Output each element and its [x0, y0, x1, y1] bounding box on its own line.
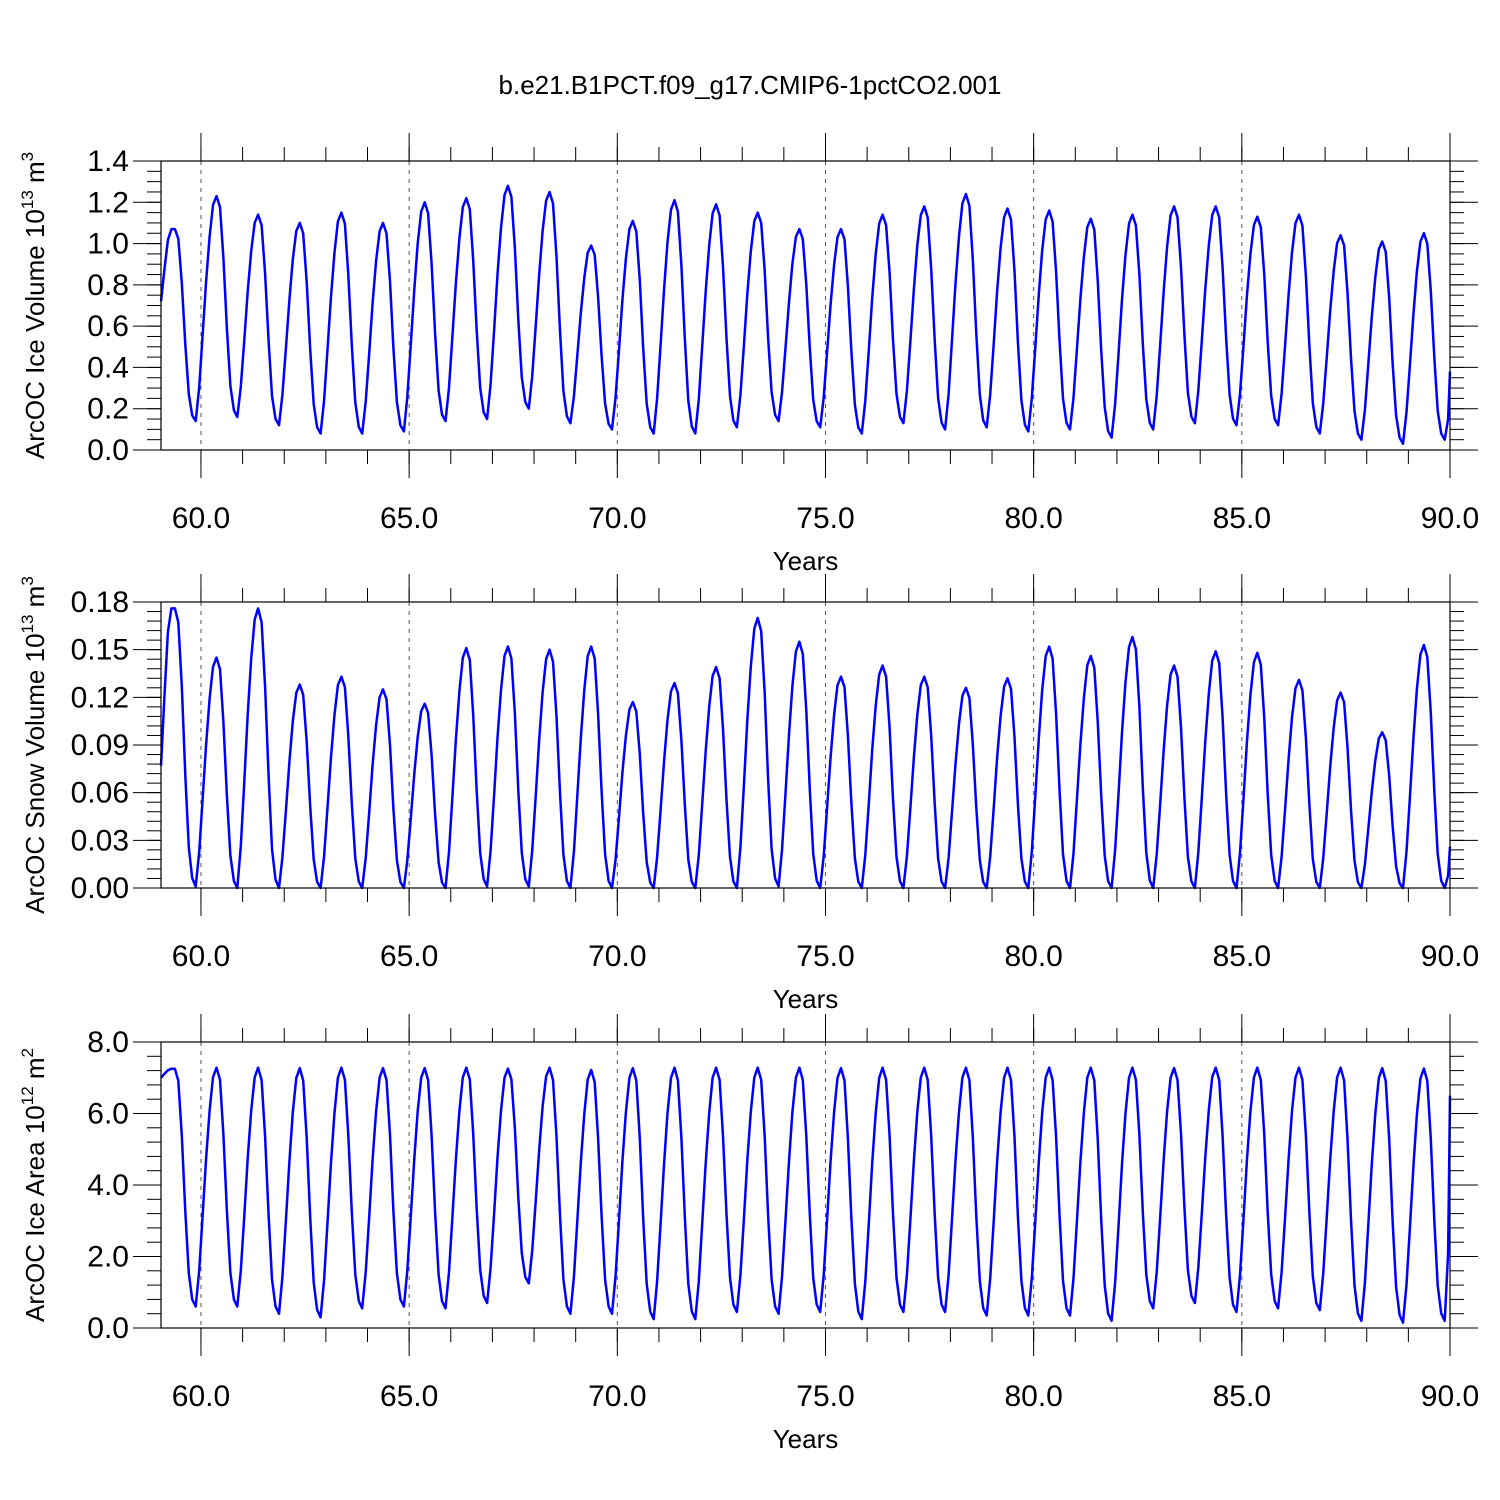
y-tick-label: 0.06 — [71, 777, 129, 810]
x-tick-label: 90.0 — [1421, 502, 1479, 535]
y-tick-label: 0.00 — [71, 872, 129, 905]
y-axis-label: ArcOC Ice Area 1012 m2 — [18, 1048, 50, 1322]
figure-title: b.e21.B1PCT.f09_g17.CMIP6-1pctCO2.001 — [499, 70, 1002, 100]
y-tick-label: 0.0 — [87, 1312, 129, 1345]
x-tick-label: 65.0 — [380, 502, 438, 535]
x-tick-label: 75.0 — [796, 502, 854, 535]
x-tick-label: 80.0 — [1004, 1380, 1062, 1413]
y-tick-label: 0.03 — [71, 824, 129, 857]
x-tick-label: 65.0 — [380, 940, 438, 973]
series-line — [159, 607, 1452, 890]
x-tick-label: 85.0 — [1213, 940, 1271, 973]
y-tick-label: 0.18 — [71, 586, 129, 619]
y-tick-label: 0.4 — [87, 351, 129, 384]
x-tick-label: 80.0 — [1004, 502, 1062, 535]
x-tick-label: 90.0 — [1421, 940, 1479, 973]
y-tick-label: 1.0 — [87, 228, 129, 261]
y-tick-label: 0.0 — [87, 434, 129, 467]
y-axis-label: ArcOC Ice Volume 1013 m3 — [18, 152, 50, 459]
y-tick-label: 0.2 — [87, 393, 129, 426]
panel-1: 0.0 0.2 0.4 0.6 0.8 1.0 1.2 1.4 60.0 65.0 70.0 75.0… — [18, 133, 1479, 576]
y-tick-label: 1.4 — [87, 145, 129, 178]
x-tick-label: 70.0 — [588, 502, 646, 535]
plot-frame — [160, 601, 1451, 889]
x-tick-label: 70.0 — [588, 940, 646, 973]
x-tick-label: 85.0 — [1213, 1380, 1271, 1413]
x-axis-label: Years — [773, 1424, 839, 1454]
y-tick-label: 0.6 — [87, 310, 129, 343]
x-tick-label: 60.0 — [172, 940, 230, 973]
x-tick-label: 65.0 — [380, 1380, 438, 1413]
y-tick-label: 0.8 — [87, 269, 129, 302]
plot-frame — [160, 1041, 1451, 1329]
y-tick-label: 6.0 — [87, 1098, 129, 1131]
y-tick-label: 0.12 — [71, 681, 129, 714]
y-tick-label: 4.0 — [87, 1169, 129, 1202]
x-axis-label: Years — [773, 984, 839, 1014]
x-tick-label: 75.0 — [796, 940, 854, 973]
x-tick-label: 85.0 — [1213, 502, 1271, 535]
x-tick-label: 70.0 — [588, 1380, 646, 1413]
x-tick-label: 60.0 — [172, 502, 230, 535]
y-tick-label: 2.0 — [87, 1241, 129, 1274]
y-tick-label: 0.09 — [71, 729, 129, 762]
y-axis-label: ArcOC Snow Volume 1013 m3 — [18, 576, 50, 914]
x-tick-label: 90.0 — [1421, 1380, 1479, 1413]
x-axis-label: Years — [773, 546, 839, 576]
x-tick-label: 80.0 — [1004, 940, 1062, 973]
x-tick-label: 75.0 — [796, 1380, 854, 1413]
y-tick-label: 8.0 — [87, 1026, 129, 1059]
x-tick-label: 60.0 — [172, 1380, 230, 1413]
plot-frame — [160, 160, 1451, 451]
y-tick-label: 1.2 — [87, 186, 129, 219]
series-line — [160, 1066, 1452, 1324]
y-tick-label: 0.15 — [71, 634, 129, 667]
panel-3: 0.0 2.0 4.0 6.0 8.0 60.0 65.0 70.0 75.0 80.0 85.0 9… — [18, 1014, 1479, 1454]
panel-2: 0.00 0.03 0.06 0.09 0.12 0.15 0.18 60.0 65.0 70.0… — [18, 574, 1479, 1014]
series-line — [159, 184, 1452, 446]
